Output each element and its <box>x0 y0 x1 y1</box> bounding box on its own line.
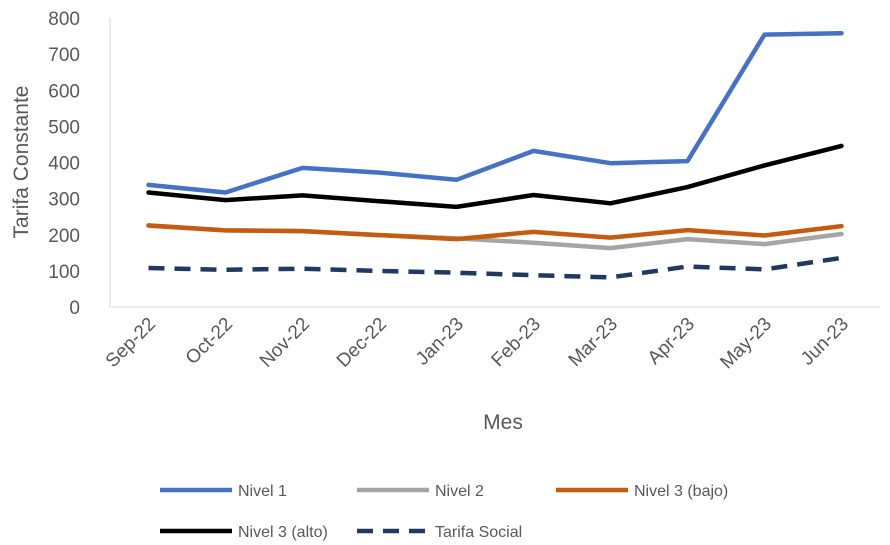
x-tick-label: May-23 <box>716 314 776 374</box>
y-tick-label: 400 <box>48 154 80 175</box>
x-tick-label: Feb-23 <box>488 314 545 371</box>
x-tick-label: Sep-22 <box>102 314 160 372</box>
legend-label-3: Nivel 3 (bajo) <box>634 483 728 500</box>
x-axis-title: Mes <box>483 411 523 434</box>
x-axis-ticks: Sep-22 Oct-22 Nov-22 Dec-22 Jan-23 Feb-23 Mar-… <box>102 314 853 374</box>
x-tick-label: Nov-22 <box>256 314 314 372</box>
y-tick-label: 0 <box>69 298 80 319</box>
legend-label-5: Tarifa Social <box>435 524 522 541</box>
series-line-3 <box>146 223 844 242</box>
x-tick-label: Jun-23 <box>797 314 853 370</box>
legend: Nivel 1 Nivel 2 Nivel 3 (bajo) Nivel 3 (alt… <box>160 483 728 541</box>
y-tick-label: 200 <box>48 226 80 247</box>
y-tick-label: 100 <box>48 262 80 283</box>
y-tick-label: 800 <box>48 9 80 30</box>
y-tick-label: 600 <box>48 81 80 102</box>
y-tick-label: 500 <box>48 117 80 138</box>
x-tick-label: Dec-22 <box>333 314 391 372</box>
series-line-5 <box>148 255 842 280</box>
legend-label-1: Nivel 1 <box>238 483 287 500</box>
series-group <box>146 30 844 280</box>
x-tick-label: Apr-23 <box>644 314 699 369</box>
x-tick-label: Oct-22 <box>182 314 237 369</box>
legend-label-4: Nivel 3 (alto) <box>238 524 328 541</box>
series-line-4 <box>146 143 844 210</box>
legend-label-2: Nivel 2 <box>435 483 484 500</box>
y-tick-label: 300 <box>48 190 80 211</box>
y-axis-ticks: 0 100 200 300 400 500 600 700 800 <box>48 9 80 319</box>
x-tick-label: Jan-23 <box>412 314 468 370</box>
y-tick-label: 700 <box>48 45 80 66</box>
series-line-1 <box>146 30 844 195</box>
x-tick-label: Mar-23 <box>565 314 622 371</box>
y-axis-title: Tarifa Constante <box>10 86 33 239</box>
